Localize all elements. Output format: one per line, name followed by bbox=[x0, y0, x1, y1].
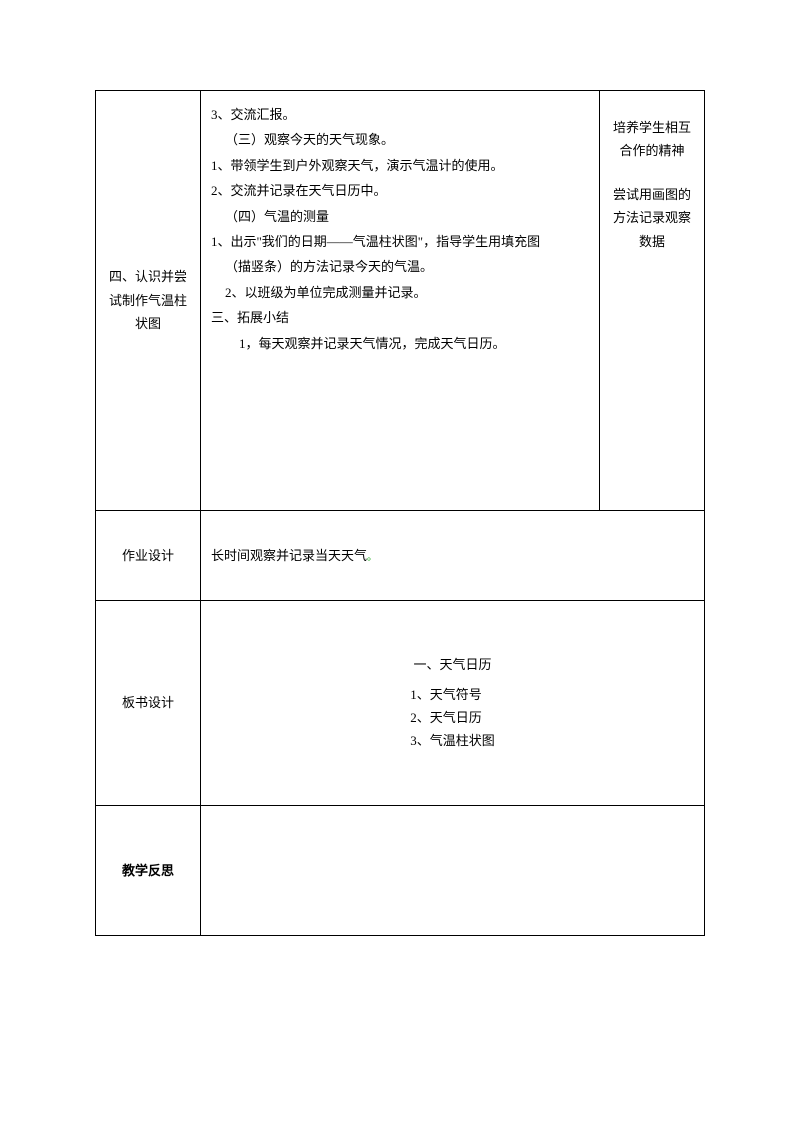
homework-label-cell: 作业设计 bbox=[96, 511, 201, 601]
content-line: （三）观察今天的天气现象。 bbox=[211, 128, 589, 151]
board-item: 1、天气符号 bbox=[410, 683, 495, 706]
content-line: （描竖条）的方法记录今天的气温。 bbox=[211, 255, 589, 278]
board-label: 板书设计 bbox=[122, 695, 174, 710]
homework-content-cell: 长时间观察并记录当天天气。 bbox=[201, 511, 705, 601]
board-title: 一、天气日历 bbox=[211, 653, 694, 676]
content-line: 2、以班级为单位完成测量并记录。 bbox=[211, 281, 589, 304]
reflection-content-cell bbox=[201, 806, 705, 936]
content-line: 1，每天观察并记录天气情况，完成天气日历。 bbox=[211, 332, 589, 355]
board-item: 2、天气日历 bbox=[410, 706, 495, 729]
homework-label: 作业设计 bbox=[122, 548, 174, 563]
board-list: 1、天气符号 2、天气日历 3、气温柱状图 bbox=[410, 683, 495, 753]
content-line: 三、拓展小结 bbox=[211, 306, 589, 329]
board-item: 3、气温柱状图 bbox=[410, 729, 495, 752]
section-label: 四、认识并尝试制作气温柱状图 bbox=[109, 269, 187, 331]
lesson-plan-table: 四、认识并尝试制作气温柱状图 3、交流汇报。 （三）观察今天的天气现象。 1、带… bbox=[95, 90, 705, 936]
note-block: 尝试用画图的方法记录观察数据 bbox=[610, 183, 694, 253]
board-content-cell: 一、天气日历 1、天气符号 2、天气日历 3、气温柱状图 bbox=[201, 601, 705, 806]
content-line: 1、出示"我们的日期——气温柱状图"，指导学生用填充图 bbox=[211, 230, 589, 253]
board-label-cell: 板书设计 bbox=[96, 601, 201, 806]
reflection-label-cell: 教学反思 bbox=[96, 806, 201, 936]
dot-icon: 。 bbox=[367, 552, 377, 563]
content-line: （四）气温的测量 bbox=[211, 205, 589, 228]
note-block: 培养学生相互合作的精神 bbox=[610, 116, 694, 163]
content-row: 四、认识并尝试制作气温柱状图 3、交流汇报。 （三）观察今天的天气现象。 1、带… bbox=[96, 91, 705, 511]
content-line: 3、交流汇报。 bbox=[211, 103, 589, 126]
reflection-label: 教学反思 bbox=[122, 863, 174, 878]
notes-cell: 培养学生相互合作的精神 尝试用画图的方法记录观察数据 bbox=[600, 91, 705, 511]
reflection-row: 教学反思 bbox=[96, 806, 705, 936]
section-label-cell: 四、认识并尝试制作气温柱状图 bbox=[96, 91, 201, 511]
content-line: 2、交流并记录在天气日历中。 bbox=[211, 179, 589, 202]
board-design-row: 板书设计 一、天气日历 1、天气符号 2、天气日历 3、气温柱状图 bbox=[96, 601, 705, 806]
homework-row: 作业设计 长时间观察并记录当天天气。 bbox=[96, 511, 705, 601]
content-cell: 3、交流汇报。 （三）观察今天的天气现象。 1、带领学生到户外观察天气，演示气温… bbox=[201, 91, 600, 511]
content-line: 1、带领学生到户外观察天气，演示气温计的使用。 bbox=[211, 154, 589, 177]
homework-content: 长时间观察并记录当天天气 bbox=[211, 548, 367, 563]
